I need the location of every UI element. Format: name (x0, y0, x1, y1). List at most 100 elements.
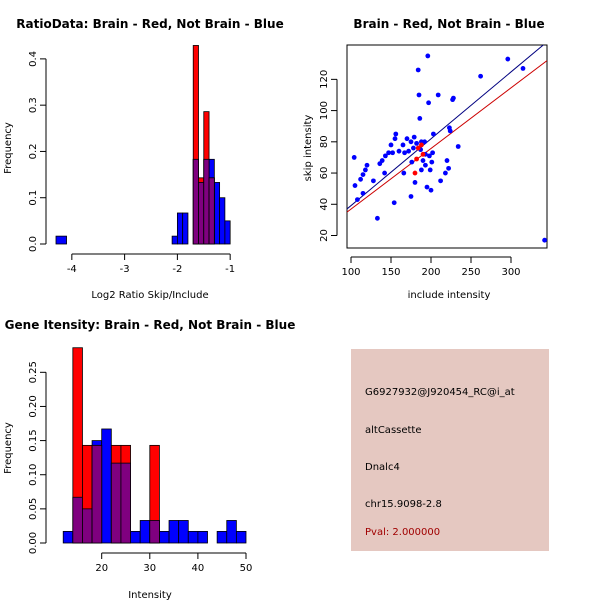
brain-fit-line (347, 60, 547, 213)
not-brain-point (427, 153, 432, 159)
ratio-x-tick-label: -3 (120, 264, 130, 275)
probe-id-label: G6927932@J920454_RC@i_at (365, 387, 515, 398)
ratio-x-tick-label: -4 (67, 264, 77, 275)
not-brain-point (520, 66, 526, 71)
not-brain-point (358, 176, 363, 182)
not-brain-point (379, 158, 385, 163)
ratio-not-brain-bar (224, 220, 231, 245)
intensity-not-brain-bar (101, 428, 112, 544)
not-brain-point (383, 153, 388, 159)
scatter-plot-frame (346, 44, 548, 249)
intensity-overlap-bar (91, 444, 103, 544)
ratio-overlap-bar (203, 158, 210, 245)
not-brain-point (396, 148, 402, 154)
not-brain-point (444, 158, 450, 163)
intensity-overlap-bar (120, 462, 131, 544)
scatter-plot-panel: Brain - Red, Not Brain - Blue include in… (303, 17, 548, 301)
intensity-x-tick-label: 40 (192, 563, 205, 574)
brain-point (412, 170, 418, 176)
not-brain-point (415, 67, 421, 73)
not-brain-point (426, 100, 431, 106)
scatter-x-tick-label: 300 (501, 267, 520, 278)
not-brain-point (363, 167, 368, 173)
scatter-y-tick-label: 40 (319, 198, 330, 211)
not-brain-point (478, 73, 483, 79)
intensity-y-axis-label: Frequency (3, 422, 14, 474)
not-brain-point (428, 187, 434, 193)
not-brain-point (388, 142, 394, 148)
scatter-x-tick-label: 250 (461, 267, 480, 278)
not-brain-point (414, 140, 419, 146)
intensity-not-brain-bar (159, 530, 170, 544)
not-brain-point (429, 159, 435, 165)
intensity-chart-title: Gene Itensity: Brain - Red, Not Brain - … (5, 318, 296, 332)
intensity-x-tick-label: 30 (143, 563, 156, 574)
not-brain-point (419, 167, 424, 173)
not-brain-point (412, 180, 418, 185)
not-brain-point (360, 190, 366, 196)
ratio-not-brain-bar (55, 235, 67, 245)
intensity-x-tick-label: 50 (240, 563, 253, 574)
not-brain-point (447, 128, 453, 134)
not-brain-point (355, 197, 360, 202)
not-brain-point (411, 145, 416, 151)
brain-point (414, 156, 419, 162)
ratio-y-axis-label: Frequency (3, 122, 14, 174)
not-brain-point (360, 172, 366, 178)
intensity-not-brain-bar (62, 530, 74, 544)
intensity-histogram-panel: Gene Itensity: Brain - Red, Not Brain - … (3, 318, 295, 600)
ratio-y-tick-label: 0.2 (28, 143, 39, 159)
intensity-y-tick-label: 0.25 (28, 361, 39, 383)
not-brain-point (542, 237, 547, 243)
not-brain-point (455, 144, 461, 149)
scatter-y-tick-label: 80 (319, 135, 330, 148)
scatter-y-tick-label: 100 (319, 101, 330, 120)
not-brain-point (446, 165, 451, 171)
intensity-y-tick-label: 0.00 (28, 532, 39, 554)
not-brain-point (386, 150, 391, 156)
not-brain-point (393, 131, 399, 137)
brain-point (415, 145, 421, 151)
intensity-overlap-bar (72, 496, 83, 544)
ratio-histogram-panel: RatioData: Brain - Red, Not Brain - Blue… (3, 17, 284, 301)
scatter-chart-title: Brain - Red, Not Brain - Blue (353, 17, 544, 31)
not-brain-point (401, 170, 407, 176)
not-brain-point (382, 170, 387, 176)
not-brain-point (427, 167, 433, 173)
scatter-x-tick-label: 200 (421, 267, 440, 278)
ratio-not-brain-bar (213, 182, 221, 245)
intensity-not-brain-bar (187, 530, 199, 544)
not-brain-point (364, 162, 370, 168)
ratio-not-brain-bar (182, 212, 189, 245)
intensity-overlap-bar (82, 508, 93, 544)
not-brain-point (400, 142, 406, 148)
brain-point (419, 142, 424, 148)
not-brain-point (424, 184, 430, 190)
scatter-y-tick-label: 60 (319, 167, 330, 180)
not-brain-point (420, 158, 426, 163)
not-brain-point (411, 134, 417, 140)
not-brain-point (404, 136, 410, 142)
intensity-y-tick-label: 0.20 (28, 395, 39, 417)
intensity-x-tick-label: 20 (95, 563, 108, 574)
intensity-not-brain-bar (197, 530, 208, 544)
intensity-overlap-bar (149, 520, 160, 544)
brain-point (420, 151, 426, 157)
ratio-overlap-bar (208, 177, 215, 245)
ratio-y-tick-label: 0.0 (28, 236, 39, 252)
intensity-not-brain-bar (216, 530, 228, 544)
not-brain-point (409, 159, 415, 165)
ratio-plot-area: -4 -3 -2 -1 0.0 0.1 0.2 0.3 0.4 (28, 45, 235, 275)
scatter-plot-area: 100 150 200 250 300 20 40 60 80 100 120 (319, 44, 548, 278)
intensity-y-tick-label: 0.10 (28, 464, 39, 486)
intensity-x-axis-label: Intensity (128, 590, 172, 600)
not-brain-point (417, 115, 423, 121)
gene-symbol-label: Dnalc4 (365, 462, 400, 473)
intensity-y-tick-label: 0.15 (28, 429, 39, 451)
ratio-overlap-bar (198, 182, 205, 245)
scatter-y-axis-label: skip intensity (303, 115, 314, 182)
not-brain-point (443, 170, 448, 176)
not-brain-point (352, 183, 358, 188)
not-brain-point (402, 150, 407, 156)
